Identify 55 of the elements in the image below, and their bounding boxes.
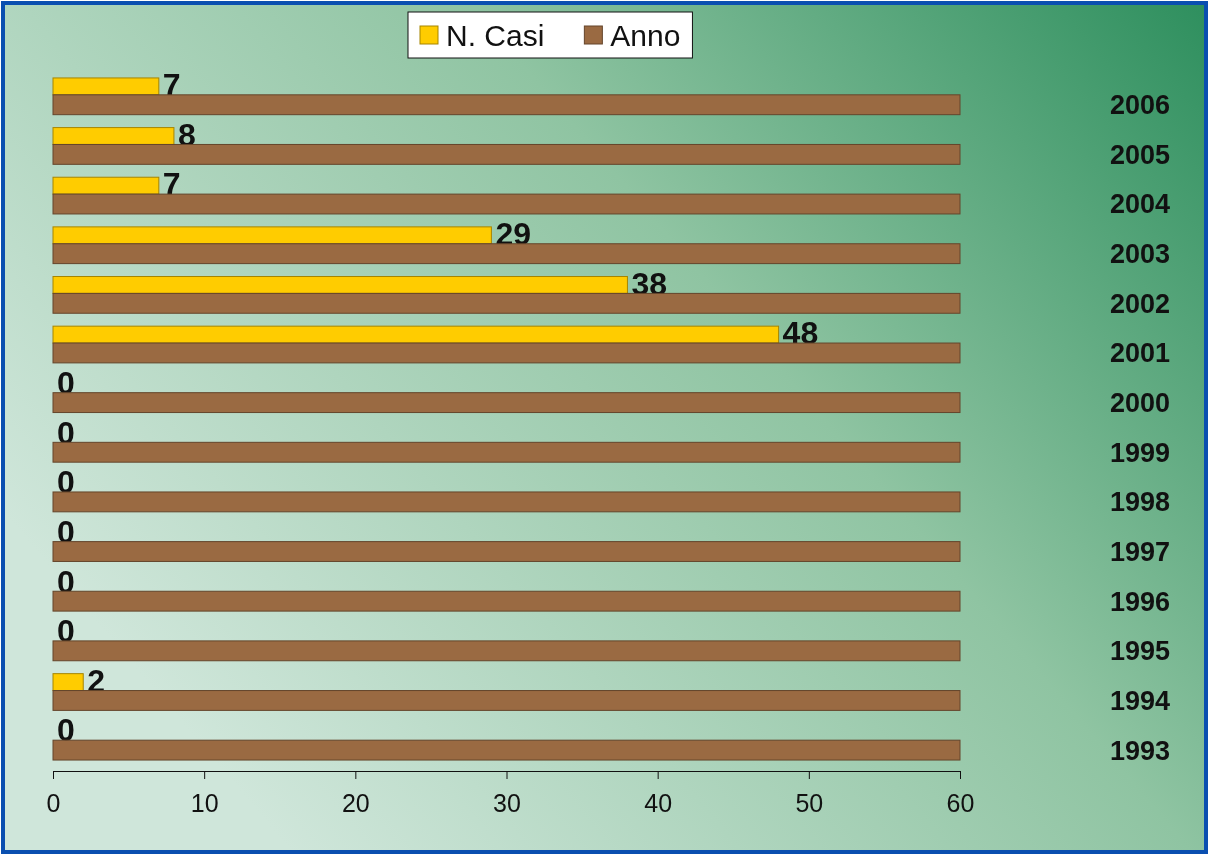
- data-label: 0: [57, 712, 75, 749]
- y-tick-label: 1996: [1109, 586, 1171, 617]
- bar: [52, 127, 175, 145]
- data-label: 0: [57, 513, 75, 550]
- data-label: 0: [57, 464, 75, 501]
- bar: [52, 690, 961, 711]
- y-tick-label: 2004: [1109, 189, 1171, 220]
- x-tick-label: 10: [190, 789, 219, 817]
- y-tick-label: 2001: [1109, 338, 1171, 369]
- y-tick-label: 2005: [1109, 139, 1171, 170]
- data-label: 0: [57, 364, 75, 401]
- bar: [52, 143, 961, 165]
- x-tick-label: 20: [341, 789, 370, 817]
- x-tick-label: 60: [946, 789, 975, 817]
- bar: [52, 94, 961, 116]
- bar: [52, 342, 961, 364]
- bar: [52, 243, 961, 265]
- bar: [52, 491, 961, 513]
- y-tick-label: 2000: [1109, 388, 1171, 419]
- data-label: 0: [57, 613, 75, 650]
- y-tick-label: 1995: [1109, 636, 1171, 667]
- data-label: 0: [57, 563, 75, 600]
- data-label: 7: [162, 67, 181, 104]
- x-tick-label: 50: [795, 789, 824, 817]
- data-label: 38: [631, 265, 668, 302]
- data-label: 0: [57, 414, 75, 451]
- bar: [52, 640, 961, 662]
- bar: [52, 276, 628, 294]
- bar: [52, 176, 160, 195]
- bar: [52, 541, 961, 562]
- y-tick-label: 2003: [1109, 239, 1171, 270]
- bar: [52, 226, 492, 245]
- bar: [52, 292, 961, 314]
- x-tick-label: 40: [644, 789, 673, 817]
- data-label: 7: [162, 166, 181, 203]
- y-tick-label: 1993: [1109, 735, 1171, 766]
- bar: [52, 739, 961, 761]
- y-tick-label: 1994: [1109, 685, 1171, 716]
- bar: [52, 193, 961, 215]
- x-tick-label: 0: [46, 789, 61, 817]
- x-tick-label: 30: [493, 789, 521, 817]
- bar: [52, 325, 780, 344]
- y-tick-label: 1999: [1109, 437, 1171, 468]
- data-label: 48: [782, 315, 819, 352]
- y-tick-label: 1997: [1109, 536, 1171, 567]
- y-tick-label: 1998: [1109, 487, 1171, 518]
- legend-label: Anno: [610, 18, 681, 52]
- legend-label: N. Casi: [446, 18, 545, 52]
- bar: [52, 590, 961, 612]
- y-tick-label: 2002: [1109, 288, 1171, 319]
- bar: [52, 441, 961, 463]
- y-tick-label: 2006: [1109, 90, 1171, 121]
- bar: [52, 673, 84, 692]
- bar: [52, 392, 961, 414]
- bar: [52, 77, 160, 96]
